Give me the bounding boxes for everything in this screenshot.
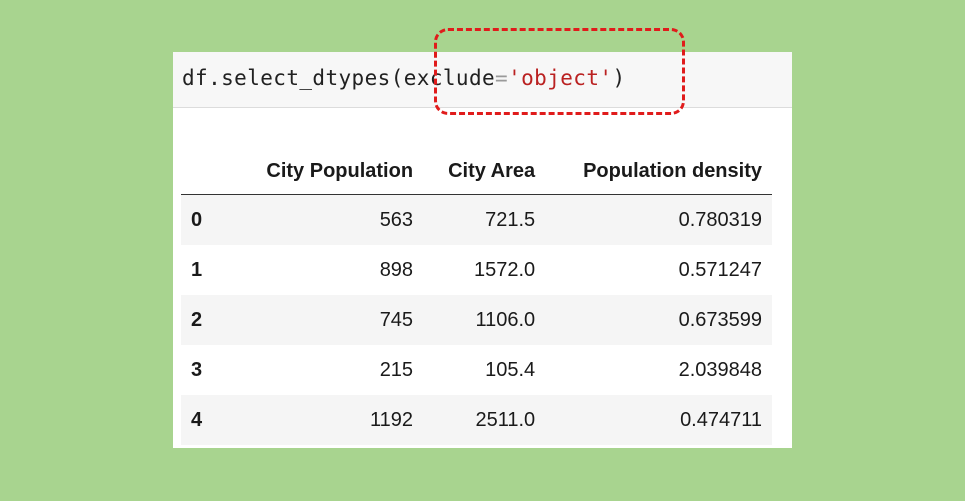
cell-city-population: 898 [379, 258, 414, 281]
column-header-population-density: Population density [583, 159, 762, 182]
code-string-literal: 'object' [508, 66, 613, 90]
row-index: 1 [191, 258, 203, 281]
cell-population-density: 0.571247 [678, 258, 762, 281]
cell-population-density: 0.780319 [678, 208, 762, 231]
code-cell[interactable]: df.select_dtypes(exclude='object') [173, 52, 792, 108]
cell-city-population: 563 [379, 208, 414, 231]
code-close-paren: ) [612, 66, 626, 90]
cell-city-area: 2511.0 [475, 408, 536, 431]
code-line: df.select_dtypes(exclude='object') [182, 64, 626, 92]
table-row: 2 745 1106.0 0.673599 [181, 295, 772, 345]
cell-city-area: 721.5 [485, 208, 536, 231]
column-header-city-population: City Population [266, 159, 414, 182]
row-index: 4 [191, 408, 203, 431]
cell-city-area: 1106.0 [475, 308, 536, 331]
cell-population-density: 2.039848 [678, 358, 762, 381]
index-header [181, 148, 233, 195]
dataframe-table: City Population City Area Population den… [181, 148, 772, 445]
code-operator: = [495, 66, 509, 90]
notebook-output-panel: df.select_dtypes(exclude='object') City … [173, 28, 792, 448]
table-row: 3 215 105.4 2.039848 [181, 345, 772, 395]
row-index: 0 [191, 208, 203, 231]
code-call: df.select_dtypes( [182, 66, 404, 90]
cell-city-population: 1192 [370, 408, 414, 431]
cell-city-population: 215 [379, 358, 414, 381]
row-index: 3 [191, 358, 203, 381]
table-row: 1 898 1572.0 0.571247 [181, 245, 772, 295]
row-index: 2 [191, 308, 203, 331]
cell-population-density: 0.474711 [680, 408, 762, 431]
column-header-city-area: City Area [448, 159, 536, 182]
table-row: 0 563 721.5 0.780319 [181, 194, 772, 245]
highlight-annotation-box [434, 28, 685, 115]
code-kwarg: exclude [403, 66, 496, 90]
table-header-row: City Population City Area Population den… [181, 148, 772, 195]
cell-population-density: 0.673599 [678, 308, 762, 331]
cell-city-area: 1572.0 [473, 258, 536, 281]
cell-city-area: 105.4 [485, 358, 536, 381]
cell-city-population: 745 [379, 308, 414, 331]
table-row: 4 1192 2511.0 0.474711 [181, 395, 772, 445]
